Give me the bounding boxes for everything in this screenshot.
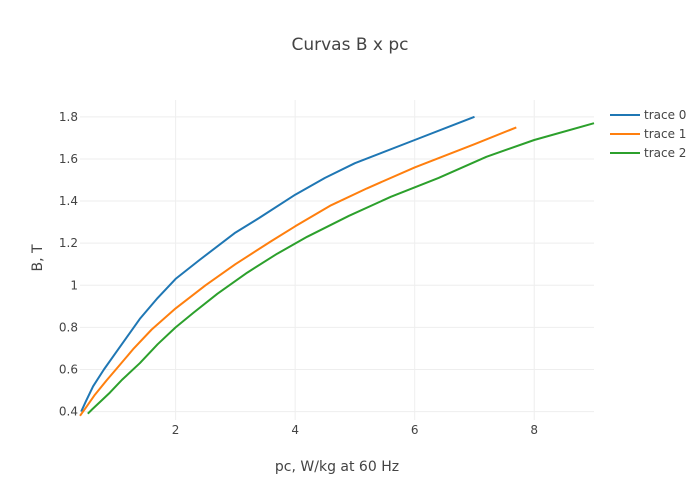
plot-area	[79, 115, 595, 417]
series-line-0	[80, 115, 475, 413]
legend-item-2[interactable]: trace 2	[610, 146, 686, 160]
legend-label: trace 1	[644, 127, 686, 141]
legend-item-1[interactable]: trace 1	[610, 127, 686, 141]
chart-title: Curvas B x pc	[291, 35, 408, 55]
y-tick-label: 0.6	[59, 362, 78, 376]
y-tick-label: 1.4	[59, 194, 78, 208]
x-tick-label: 4	[291, 423, 299, 437]
y-tick-label: 1.6	[59, 152, 78, 166]
y-tick-label: 1	[70, 278, 78, 292]
legend-label: trace 2	[644, 146, 686, 160]
legend[interactable]: trace 0 trace 1 trace 2	[610, 108, 686, 160]
x-axis-title: pc, W/kg at 60 Hz	[275, 459, 399, 475]
y-tick-label: 1.8	[59, 110, 78, 124]
series-line-2	[87, 122, 595, 415]
x-tick-label: 8	[530, 423, 538, 437]
x-tick-label: 2	[172, 423, 180, 437]
legend-item-0[interactable]: trace 0	[610, 108, 686, 122]
y-tick-label: 0.4	[59, 405, 78, 419]
y-axis-title: B, T	[30, 244, 46, 272]
series-line-1	[79, 126, 517, 417]
y-tick-label: 1.2	[59, 236, 78, 250]
y-tick-label: 0.8	[59, 320, 78, 334]
tick-labels: 0.4 0.6 0.8 1 1.2 1.4 1.6 1.8 2 4 6 8	[59, 110, 538, 437]
grid	[80, 100, 594, 420]
x-tick-label: 6	[411, 423, 419, 437]
legend-label: trace 0	[644, 108, 686, 122]
